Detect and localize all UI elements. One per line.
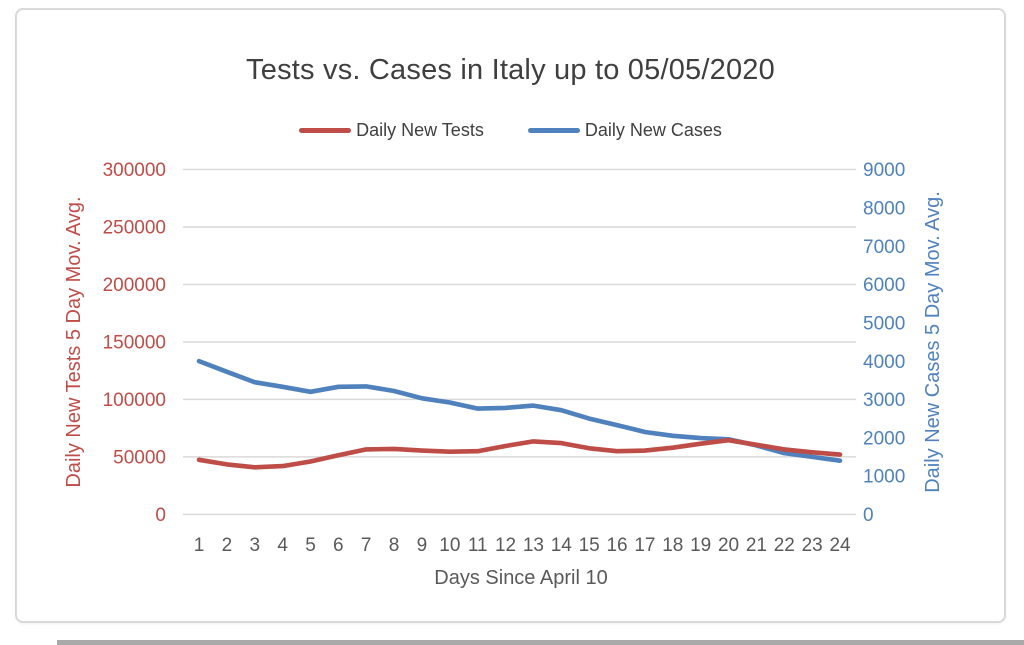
x-axis-tick-label: 6 (333, 535, 344, 556)
left-axis-tick-label: 150000 (103, 333, 166, 354)
right-axis-tick-label: 8000 (863, 198, 905, 219)
x-axis-tick-label: 16 (606, 535, 627, 556)
right-axis-tick-label: 0 (863, 505, 874, 526)
x-axis-tick-label: 18 (662, 535, 683, 556)
legend-label: Daily New Tests (356, 120, 484, 140)
chart-title: Tests vs. Cases in Italy up to 05/05/202… (246, 54, 775, 86)
right-axis-tick-label: 5000 (863, 313, 905, 334)
x-axis-tick-label: 8 (389, 535, 400, 556)
legend-line-swatch-red (299, 128, 352, 133)
right-axis-tick-label: 7000 (863, 237, 905, 258)
series-line-daily-new-tests (196, 437, 843, 470)
left-axis-tick-label: 100000 (103, 390, 166, 411)
x-axis-tick-label: 9 (417, 535, 428, 556)
x-axis-tick-label: 15 (579, 535, 600, 556)
x-axis-tick-label: 20 (718, 535, 739, 556)
x-axis-tick-label: 22 (774, 535, 795, 556)
x-axis-tick-label: 1 (194, 535, 205, 556)
x-axis-tick-label: 17 (634, 535, 655, 556)
right-axis-tick-label: 2000 (863, 428, 905, 449)
x-axis-tick-label: 4 (277, 535, 288, 556)
bottom-strip (57, 640, 1024, 645)
left-axis-tick-label: 50000 (113, 448, 166, 469)
right-axis-tick-label: 6000 (863, 275, 905, 296)
right-axis-title: Daily New Cases 5 Day Mov. Avg. (922, 191, 944, 493)
right-axis-tick-label: 9000 (863, 160, 905, 181)
chart-legend: Daily New Tests Daily New Cases (17, 120, 1004, 141)
left-axis-tick-label: 200000 (103, 275, 166, 296)
left-axis-tick-label: 0 (155, 505, 166, 526)
x-axis-tick-label: 10 (439, 535, 460, 556)
legend-label: Daily New Cases (584, 120, 722, 140)
x-axis-tick-label: 5 (305, 535, 316, 556)
x-axis-title: Days Since April 10 (434, 567, 607, 589)
right-axis-tick-label: 4000 (863, 352, 905, 373)
chart-card: Tests vs. Cases in Italy up to 05/05/202… (15, 8, 1006, 623)
x-axis-tick-label: 13 (523, 535, 544, 556)
x-axis-tick-label: 14 (551, 535, 573, 556)
x-axis-tick-label: 21 (746, 535, 767, 556)
legend-line-swatch-blue (527, 128, 580, 133)
x-axis-tick-label: 12 (495, 535, 516, 556)
left-axis-tick-label: 250000 (103, 218, 166, 239)
x-axis-tick-label: 3 (249, 535, 260, 556)
left-axis-title: Daily New Tests 5 Day Mov. Avg. (63, 196, 85, 487)
x-axis-tick-label: 2 (222, 535, 233, 556)
right-axis-tick-label: 3000 (863, 390, 905, 411)
legend-item-daily-new-tests: Daily New Tests (299, 120, 484, 141)
x-axis-tick-label: 7 (361, 535, 372, 556)
right-axis-tick-label: 1000 (863, 467, 905, 488)
left-axis-tick-label: 300000 (103, 160, 166, 181)
legend-item-daily-new-cases: Daily New Cases (527, 120, 722, 141)
x-axis-tick-label: 11 (468, 535, 488, 556)
x-axis-tick-label: 23 (802, 535, 823, 556)
x-axis-tick-label: 24 (829, 535, 851, 556)
x-axis-tick-label: 19 (690, 535, 711, 556)
